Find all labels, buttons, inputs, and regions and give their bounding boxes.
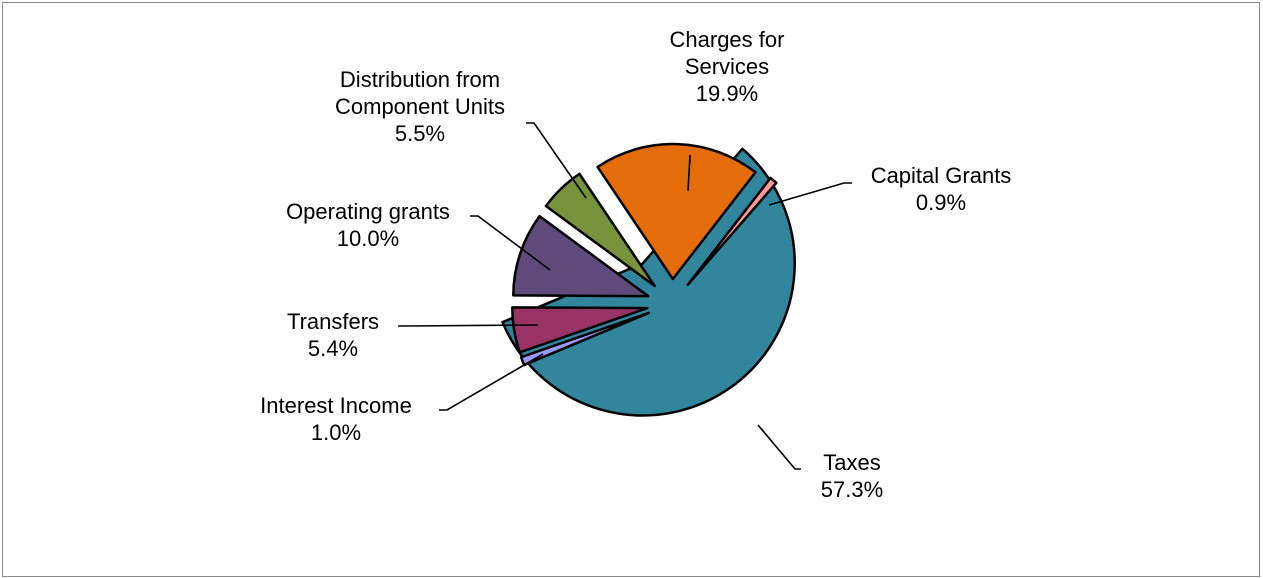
data-label-operating-grants: Operating grants 10.0% bbox=[286, 199, 450, 251]
leader-line-charges-for-services bbox=[687, 154, 691, 192]
leader-line-transfers bbox=[398, 324, 539, 327]
leader-line-taxes bbox=[757, 424, 801, 470]
leader-line-capital-grants bbox=[768, 182, 852, 206]
data-label-charges-for-services: Charges for Services 19.9% bbox=[670, 27, 785, 106]
data-label-distribution-from-component-units: Distribution from Component Units 5.5% bbox=[335, 67, 505, 146]
slice-capital-grants bbox=[686, 176, 778, 286]
slice-distribution-from-component-units bbox=[544, 172, 656, 288]
data-label-interest-income: Interest Income 1.0% bbox=[260, 393, 412, 445]
slice-transfers bbox=[511, 306, 649, 354]
leader-line-distribution-from-component-units bbox=[526, 122, 587, 199]
leader-line-interest-income bbox=[439, 353, 544, 411]
data-label-capital-grants: Capital Grants 0.9% bbox=[871, 163, 1012, 215]
leader-lines bbox=[398, 122, 852, 470]
slice-labels: Taxes 57.3% Interest Income 1.0% Transfers 5.… bbox=[260, 27, 1011, 502]
slice-charges-for-services bbox=[596, 142, 757, 281]
pie-slices bbox=[501, 142, 796, 417]
leader-line-operating-grants bbox=[470, 215, 551, 271]
data-label-transfers: Transfers 5.4% bbox=[287, 309, 379, 361]
slice-operating-grants bbox=[512, 214, 650, 298]
data-label-taxes: Taxes 57.3% bbox=[821, 450, 883, 502]
